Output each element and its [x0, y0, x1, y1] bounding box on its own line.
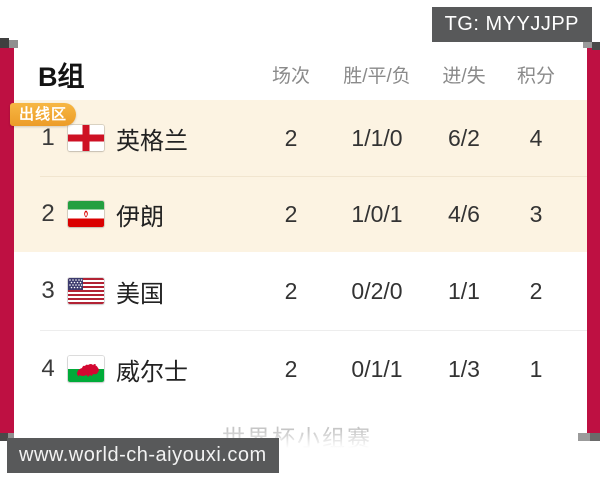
corner-artifact: [0, 433, 8, 441]
table-row-iran[interactable]: 2 伊朗 2 1/0/1 4/6 3: [14, 176, 587, 252]
row-divider: [40, 330, 587, 331]
england-flag-icon: [68, 125, 104, 151]
team-name: 威尔士: [116, 358, 188, 386]
team-name: 伊朗: [116, 203, 164, 231]
wdl-value: 0/1/1: [351, 355, 403, 382]
column-header-wdl: 胜/平/负: [343, 65, 411, 87]
corner-artifact: [9, 40, 18, 48]
group-standings-card: B组 场次 胜/平/负 进/失 积分 出线区 1: [0, 48, 600, 433]
wdl-value: 1/1/0: [351, 124, 403, 151]
team-name: 英格兰: [116, 127, 188, 155]
corner-artifact: [590, 433, 600, 441]
goals-value: 4/6: [448, 200, 480, 227]
played-value: 2: [284, 277, 298, 304]
tg-contact-badge: TG: MYYJJPP: [431, 7, 592, 42]
watermark-url-badge: www.world-ch-aiyouxi.com: [7, 438, 279, 473]
rank-label: 1: [41, 124, 55, 151]
played-value: 2: [284, 355, 298, 382]
played-value: 2: [284, 200, 298, 227]
points-value: 3: [529, 200, 543, 227]
corner-artifact: [0, 38, 9, 48]
corner-artifact: [592, 42, 600, 50]
points-value: 2: [529, 277, 543, 304]
non-qualification-rows: 3: [14, 252, 587, 408]
corner-artifact: [578, 433, 590, 441]
column-header-points: 积分: [516, 65, 555, 87]
table-header-row: B组 场次 胜/平/负 进/失 积分: [14, 48, 587, 100]
goals-value: 1/1: [448, 277, 480, 304]
table-row-wales[interactable]: 4 威尔士 2 0/1/1 1/3 1: [14, 330, 587, 408]
wdl-value: 0/2/0: [351, 277, 403, 304]
table-row-usa[interactable]: 3: [14, 252, 587, 330]
played-value: 2: [284, 124, 298, 151]
group-title: B组: [38, 61, 85, 92]
row-divider: [40, 176, 587, 177]
team-name: 美国: [116, 280, 164, 308]
wdl-value: 1/0/1: [351, 200, 403, 227]
points-value: 1: [529, 355, 543, 382]
wales-flag-icon: [68, 356, 104, 382]
corner-artifact: [8, 433, 14, 440]
corner-artifact: [583, 42, 592, 48]
goals-value: 6/2: [448, 124, 480, 151]
qualification-zone-badge: 出线区: [10, 103, 77, 126]
rank-label: 4: [41, 355, 55, 382]
rank-label: 2: [41, 200, 55, 227]
usa-flag-icon: [68, 278, 104, 304]
column-header-goals: 进/失: [442, 65, 486, 87]
points-value: 4: [529, 124, 543, 151]
rank-label: 3: [41, 277, 55, 304]
iran-flag-icon: [68, 201, 104, 227]
goals-value: 1/3: [448, 355, 480, 382]
qualification-zone: 出线区 1 英格兰 2 1/1/0 6/2 4: [10, 100, 587, 252]
table-row-england[interactable]: 1 英格兰 2 1/1/0 6/2 4: [14, 100, 587, 176]
column-header-played: 场次: [271, 65, 310, 87]
